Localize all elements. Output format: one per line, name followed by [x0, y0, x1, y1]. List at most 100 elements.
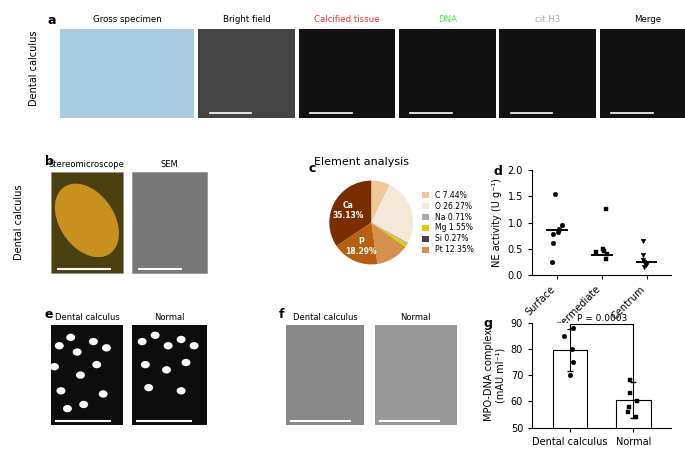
- Point: [547, 230, 558, 238]
- Y-axis label: NE activity (U g⁻¹): NE activity (U g⁻¹): [492, 178, 502, 267]
- Ellipse shape: [55, 342, 64, 349]
- Text: Merge: Merge: [634, 15, 662, 24]
- Point: [624, 377, 635, 384]
- Ellipse shape: [63, 405, 72, 412]
- Point: [557, 221, 568, 229]
- Ellipse shape: [56, 387, 65, 395]
- Text: Dental calculus: Dental calculus: [14, 185, 23, 260]
- Bar: [51, 325, 123, 425]
- Point: [639, 258, 650, 265]
- Point: [590, 248, 601, 256]
- Point: [641, 260, 652, 267]
- Bar: [399, 29, 495, 118]
- Point: [601, 206, 612, 213]
- Bar: [132, 325, 207, 425]
- Ellipse shape: [102, 344, 111, 351]
- Ellipse shape: [177, 387, 186, 395]
- Text: P = 0.0003: P = 0.0003: [577, 314, 627, 323]
- Point: [640, 262, 651, 269]
- Wedge shape: [371, 222, 404, 264]
- Bar: [599, 29, 685, 118]
- Point: [553, 228, 564, 235]
- Ellipse shape: [73, 348, 82, 356]
- Ellipse shape: [138, 338, 147, 345]
- Point: [550, 190, 561, 197]
- Wedge shape: [371, 222, 405, 248]
- Point: [564, 372, 575, 379]
- Wedge shape: [371, 222, 407, 248]
- Point: [601, 250, 612, 257]
- Point: [568, 324, 579, 332]
- Point: [638, 263, 649, 270]
- Bar: [616, 400, 651, 450]
- Bar: [286, 325, 364, 425]
- Ellipse shape: [190, 342, 199, 349]
- Ellipse shape: [177, 336, 186, 343]
- Text: b: b: [45, 155, 53, 168]
- Point: [638, 252, 649, 259]
- Point: [558, 332, 569, 339]
- Ellipse shape: [92, 361, 101, 368]
- Wedge shape: [371, 180, 390, 222]
- Point: [600, 256, 611, 263]
- Text: DNA: DNA: [438, 15, 457, 24]
- Point: [631, 398, 642, 405]
- Text: Gross specimen: Gross specimen: [93, 15, 162, 24]
- Text: Calcified tissue: Calcified tissue: [314, 15, 379, 24]
- Bar: [299, 29, 395, 118]
- Wedge shape: [371, 185, 413, 243]
- Wedge shape: [329, 180, 371, 246]
- Text: Dental calculus: Dental calculus: [292, 313, 358, 322]
- Wedge shape: [371, 222, 408, 244]
- Point: [547, 240, 558, 247]
- Point: [638, 256, 649, 264]
- Ellipse shape: [76, 371, 85, 379]
- Text: Bright field: Bright field: [223, 15, 271, 24]
- Point: [623, 408, 634, 415]
- Point: [599, 247, 610, 254]
- Ellipse shape: [55, 184, 119, 257]
- Point: [623, 403, 634, 410]
- Ellipse shape: [99, 390, 108, 398]
- Y-axis label: MPO-DNA complex
(mAU ml⁻¹): MPO-DNA complex (mAU ml⁻¹): [484, 329, 505, 421]
- Text: f: f: [279, 308, 284, 320]
- Point: [597, 245, 608, 252]
- Bar: [198, 29, 295, 118]
- Text: Normal: Normal: [155, 313, 185, 322]
- Text: Dental calculus: Dental calculus: [55, 313, 119, 322]
- Legend: C 7.44%, O 26.27%, Na 0.71%, Mg 1.55%, Si 0.27%, Pt 12.35%: C 7.44%, O 26.27%, Na 0.71%, Mg 1.55%, S…: [422, 191, 474, 254]
- Ellipse shape: [89, 338, 98, 345]
- Ellipse shape: [141, 361, 150, 368]
- Point: [554, 226, 565, 233]
- Ellipse shape: [66, 334, 75, 341]
- Ellipse shape: [144, 384, 153, 392]
- Bar: [375, 325, 457, 425]
- Text: P
18.29%: P 18.29%: [345, 237, 377, 256]
- Text: Dental calculus: Dental calculus: [29, 30, 38, 106]
- Bar: [60, 29, 195, 118]
- Text: a: a: [48, 14, 56, 27]
- Bar: [132, 172, 207, 273]
- Ellipse shape: [162, 366, 171, 373]
- Text: cit H3: cit H3: [535, 15, 560, 24]
- Ellipse shape: [79, 401, 88, 408]
- Text: Stereomicroscope: Stereomicroscope: [49, 160, 125, 169]
- Point: [546, 258, 557, 265]
- Ellipse shape: [182, 359, 190, 366]
- Point: [630, 414, 641, 421]
- Bar: [51, 172, 123, 273]
- Point: [638, 237, 649, 244]
- Bar: [499, 29, 596, 118]
- Ellipse shape: [164, 342, 173, 349]
- Text: e: e: [45, 308, 53, 320]
- Text: Element analysis: Element analysis: [314, 157, 408, 166]
- Ellipse shape: [50, 363, 59, 370]
- Text: g: g: [484, 317, 493, 330]
- Bar: [553, 350, 588, 450]
- Text: d: d: [493, 165, 502, 178]
- Text: Normal: Normal: [401, 313, 431, 322]
- Point: [624, 390, 635, 397]
- Point: [568, 358, 579, 365]
- Text: Ca
35.13%: Ca 35.13%: [333, 201, 364, 220]
- Wedge shape: [336, 222, 377, 265]
